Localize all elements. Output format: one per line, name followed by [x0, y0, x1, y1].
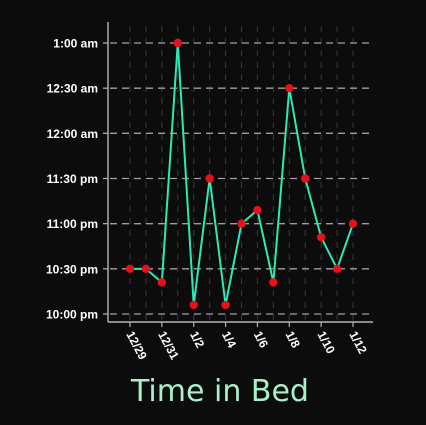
- x-tick-label: 12/29: [123, 329, 150, 362]
- data-point: [269, 278, 278, 287]
- data-point: [141, 264, 151, 274]
- x-tick-label: 1/10: [315, 329, 338, 356]
- data-point: [173, 38, 182, 48]
- series-markers: [125, 38, 358, 310]
- data-point: [237, 219, 246, 228]
- y-tick-label: 11:00 pm: [47, 217, 98, 231]
- x-tick-label: 1/6: [251, 329, 271, 351]
- x-tick-label: 1/8: [283, 329, 303, 351]
- data-point: [125, 264, 135, 274]
- data-point: [301, 174, 310, 183]
- y-tick-label: 10:00 pm: [46, 308, 98, 322]
- x-tick-label: 12/31: [155, 329, 182, 362]
- chart-axes: [107, 22, 373, 323]
- data-point: [253, 205, 262, 215]
- x-tick-label: 1/4: [219, 329, 239, 351]
- data-point: [205, 174, 214, 183]
- y-tick-label: 12:30 am: [47, 82, 98, 96]
- grid-lines: [110, 26, 369, 320]
- y-tick-label: 10:30 pm: [46, 262, 98, 276]
- chart-title: Time in Bed: [131, 374, 309, 409]
- y-tick-label: 1:00 am: [53, 37, 98, 51]
- data-point: [157, 278, 167, 287]
- x-axis-ticks: 12/29 12/31 1/2 1/4 1/6 1/8 1/10 1/12: [123, 322, 370, 362]
- data-point: [221, 300, 230, 310]
- y-axis-ticks: 10:00 pm 10:30 pm 11:00 pm 11:30 pm 12:00 am…: [46, 37, 108, 322]
- y-tick-label: 11:30 pm: [47, 172, 98, 186]
- data-point: [189, 300, 198, 310]
- data-point: [332, 264, 342, 274]
- x-tick-label: 1/2: [187, 329, 207, 351]
- x-tick-label: 1/12: [346, 329, 369, 356]
- data-point: [316, 233, 326, 242]
- data-point: [348, 219, 358, 228]
- y-tick-label: 12:00 am: [47, 127, 98, 141]
- data-point: [285, 83, 294, 93]
